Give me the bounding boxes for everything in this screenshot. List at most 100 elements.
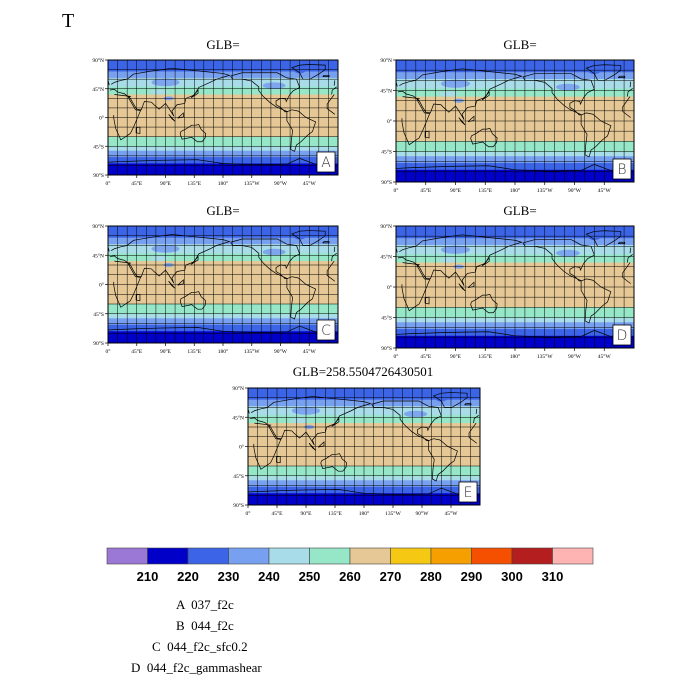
- coastline: [322, 74, 330, 77]
- panel-tag-box: [612, 158, 632, 180]
- lon-tick-label: 0°: [106, 180, 111, 187]
- coastline: [428, 438, 458, 482]
- coastline: [318, 441, 325, 448]
- lon-tick-label: 0°: [394, 187, 399, 194]
- lat-tick-label: 90°S: [233, 502, 244, 509]
- coastline: [190, 255, 199, 265]
- lat-tick-label: 0°: [99, 282, 104, 289]
- coastline: [424, 296, 430, 305]
- coastline: [522, 73, 595, 116]
- coastline: [326, 94, 336, 115]
- coastline: [331, 417, 340, 427]
- temperature-patch: [290, 417, 309, 424]
- lat-tick-label: 90°N: [92, 223, 104, 230]
- panel-tag-box: [316, 151, 336, 173]
- lon-tick-label: 45°E: [131, 348, 143, 355]
- coastline: [424, 130, 430, 139]
- panel-b-title: GLB=: [503, 37, 537, 52]
- coastline: [481, 256, 490, 267]
- panel-tag-label: C: [321, 323, 331, 339]
- colorbar-box: [309, 547, 351, 565]
- lon-tick-label: 0°: [246, 510, 251, 517]
- coastline: [168, 281, 176, 289]
- lat-tick-label: 90°S: [381, 345, 392, 352]
- coastline: [326, 260, 336, 282]
- temperature-patch: [150, 255, 169, 262]
- coastline: [109, 67, 231, 117]
- colorbar-box: [106, 547, 148, 565]
- colorbar-boxes: [106, 547, 594, 565]
- colorbar-label: 210: [137, 569, 159, 584]
- temperature-patch: [262, 248, 286, 256]
- colorbar-box: [147, 547, 189, 565]
- temperature-patch: [262, 82, 286, 89]
- lon-tick-label: 45°E: [420, 353, 432, 360]
- lon-tick-label: 90°W: [416, 510, 430, 517]
- lat-tick-label: 90°S: [93, 172, 104, 179]
- lon-tick-label: 45°E: [420, 187, 432, 194]
- map-panel-d: 0° 45°E 90°E 135°E 180° 135°W 90°W 45°W 90°N 45°N…: [380, 223, 635, 360]
- lon-tick-label: 90°W: [274, 348, 288, 355]
- lon-tick-label: 135°E: [478, 187, 492, 194]
- lat-tick-label: 45°N: [232, 414, 244, 421]
- legend-label: 044_f2c_gammashear: [146, 660, 262, 675]
- coastline: [230, 72, 301, 113]
- colorbar-label: 220: [177, 569, 199, 584]
- coastline: [276, 455, 281, 464]
- coastline: [108, 329, 121, 343]
- coastline: [135, 126, 141, 134]
- lon-tick-label: 45°E: [271, 510, 283, 517]
- colorbar-label: 280: [420, 569, 442, 584]
- lon-tick-label: 45°W: [303, 348, 317, 355]
- coastline: [286, 109, 317, 152]
- coastline: [470, 294, 498, 314]
- map-panel-e: 0° 45°E 90°E 135°E 180° 135°W 90°W 45°W 90°N 45°N…: [232, 385, 481, 517]
- lon-tick-label: 135°W: [244, 180, 260, 187]
- lat-tick-label: 45°N: [380, 254, 392, 261]
- colorbar-box: [349, 547, 391, 565]
- coastline: [622, 262, 631, 284]
- lon-tick-label: 0°: [394, 353, 399, 360]
- coastline: [333, 80, 336, 86]
- coastline: [396, 167, 410, 182]
- coastline: [291, 64, 326, 80]
- lat-tick-label: 45°S: [381, 149, 392, 156]
- coastline: [371, 400, 442, 442]
- panel-e-title: GLB=258.5504726430501: [292, 364, 434, 379]
- coastline: [464, 403, 472, 406]
- coastline: [585, 230, 622, 247]
- coastline: [331, 253, 337, 262]
- coastline: [135, 293, 141, 302]
- colorbar-label: 270: [380, 569, 402, 584]
- legend-tag: B: [176, 618, 185, 633]
- lat-tick-label: 45°S: [93, 311, 104, 318]
- coastline: [585, 64, 622, 81]
- legend-item-b: B 044_f2c: [176, 618, 234, 634]
- lat-tick-label: 90°S: [93, 340, 104, 347]
- temperature-patch: [555, 83, 580, 91]
- legend-item-a: A 037_f2c: [176, 597, 234, 613]
- coastline: [396, 333, 410, 348]
- coastline: [458, 117, 466, 126]
- coastline: [179, 291, 207, 310]
- figure-letter: T: [62, 10, 75, 32]
- coastline: [475, 408, 478, 415]
- coastline: [108, 161, 121, 175]
- coastline: [409, 329, 615, 339]
- legend-tag: D: [131, 660, 141, 675]
- lon-tick-label: 45°W: [598, 353, 612, 360]
- colorbar-box: [390, 547, 432, 565]
- coastline: [333, 246, 336, 253]
- colorbar-label: 230: [218, 569, 240, 584]
- colorbar-label: 290: [461, 569, 483, 584]
- legend-tag: C: [152, 639, 161, 654]
- panel-tag-label: A: [321, 155, 331, 171]
- lat-tick-label: 45°N: [92, 86, 104, 93]
- coastline: [120, 158, 319, 166]
- lon-tick-label: 90°E: [160, 180, 172, 187]
- lon-tick-label: 180°: [218, 348, 228, 355]
- lon-tick-label: 0°: [106, 348, 111, 355]
- coastline: [190, 89, 199, 98]
- lon-tick-label: 90°W: [274, 180, 288, 187]
- coastline: [168, 114, 176, 122]
